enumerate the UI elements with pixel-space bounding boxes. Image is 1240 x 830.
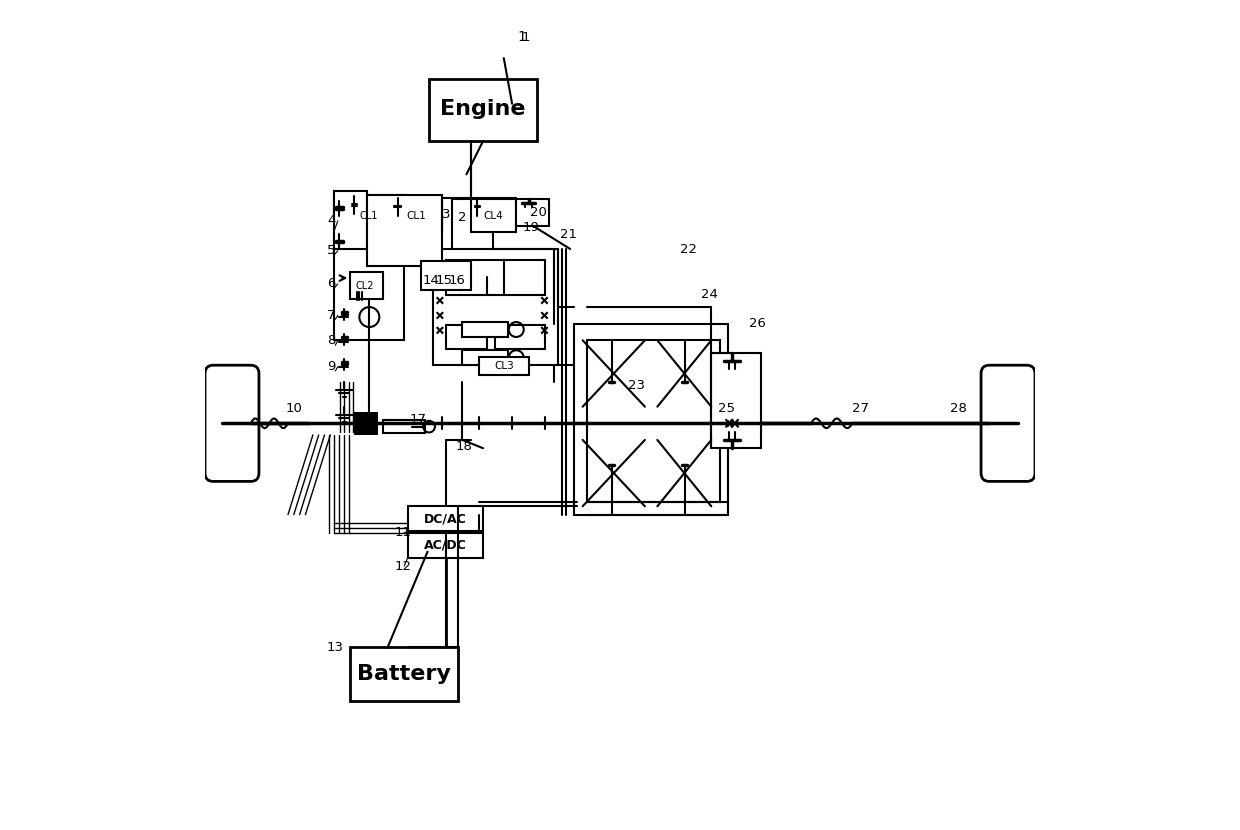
Text: 4: 4 [327,214,335,227]
Text: 13: 13 [327,641,343,654]
Text: 28: 28 [950,402,967,415]
Bar [408,533,484,558]
Text: 11: 11 [394,526,412,540]
Bar [445,260,546,295]
Text: 12: 12 [394,559,412,573]
Text: CL4: CL4 [484,211,503,221]
Bar [574,324,728,515]
Bar [420,261,471,290]
Text: 7: 7 [327,309,336,322]
Bar [367,195,441,266]
Bar [429,79,537,141]
Circle shape [451,274,456,279]
Text: Battery: Battery [357,664,451,684]
Text: 1: 1 [522,31,531,44]
Text: 3: 3 [441,208,450,221]
Bar [350,272,383,299]
Circle shape [458,286,463,290]
Bar [463,322,508,337]
Bar [392,199,441,232]
Text: 21: 21 [560,227,578,241]
Text: 19: 19 [523,221,539,234]
Text: DC/AC: DC/AC [424,512,467,525]
Circle shape [448,280,453,285]
Text: 17: 17 [410,413,427,426]
Text: CL1: CL1 [407,211,427,221]
Text: 16: 16 [449,274,466,287]
Text: 10: 10 [285,402,303,415]
Text: CL3: CL3 [494,361,513,371]
Text: CL2: CL2 [356,281,374,290]
Text: Engine: Engine [440,99,526,119]
Text: 8: 8 [327,334,335,347]
Bar [355,412,378,435]
Bar [479,357,528,375]
Bar [463,350,508,365]
Bar [383,420,425,433]
Bar [433,249,558,365]
Circle shape [461,280,466,285]
Text: 25: 25 [718,402,735,415]
Bar [445,325,487,349]
Bar [334,191,367,249]
Text: 23: 23 [629,379,645,393]
Bar [712,353,761,448]
FancyBboxPatch shape [981,365,1035,481]
Text: AC/DC: AC/DC [424,539,467,552]
Text: CL1: CL1 [360,211,378,221]
Bar [408,506,484,531]
Text: 15: 15 [435,274,453,287]
Text: 22: 22 [680,242,697,256]
Text: 6: 6 [327,277,335,290]
Text: 14: 14 [423,274,439,287]
Circle shape [458,274,463,279]
Bar [587,340,719,502]
Bar [496,325,546,349]
Text: 26: 26 [749,317,765,330]
Text: 1: 1 [517,31,527,44]
Bar [350,199,388,232]
Text: 9: 9 [327,360,335,374]
Circle shape [451,286,456,290]
Bar [471,199,516,232]
FancyBboxPatch shape [205,365,259,481]
Text: 27: 27 [852,402,869,415]
Text: 24: 24 [701,288,718,301]
Text: 5: 5 [327,244,336,257]
Bar [350,647,458,701]
Bar [334,195,404,340]
Text: 2: 2 [458,211,466,224]
Bar [516,199,549,226]
Text: 20: 20 [531,206,547,219]
Text: 18: 18 [455,440,472,453]
